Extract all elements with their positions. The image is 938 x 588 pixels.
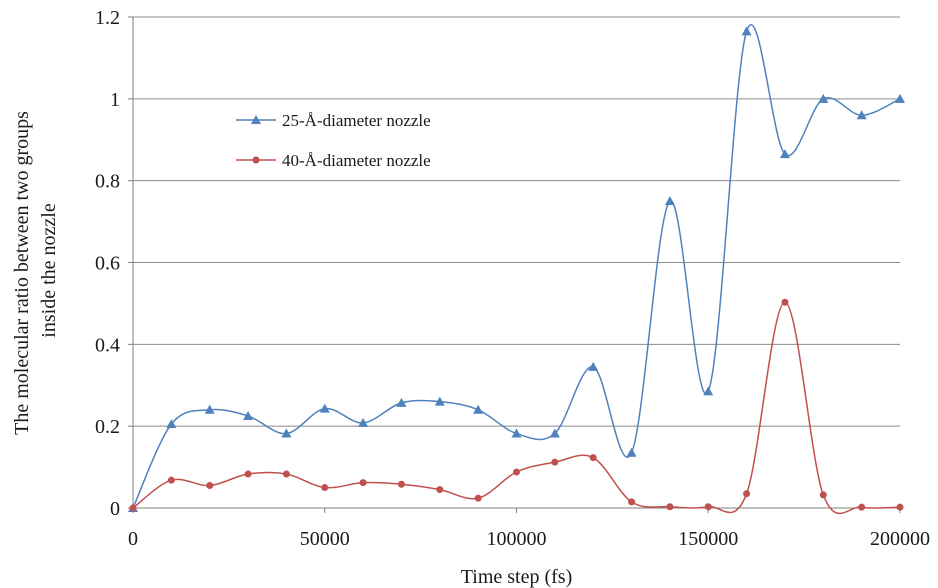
series-40A-point <box>206 481 214 489</box>
x-tick-label: 0 <box>128 528 138 550</box>
series-25A-point <box>856 110 867 120</box>
x-tick-label: 100000 <box>487 528 547 550</box>
axis-ticks: 0 0.2 0.4 0.6 0.8 1 1.2 0 50000 100000 150000 20000… <box>95 7 930 550</box>
series-40A-point <box>858 503 866 511</box>
y-tick-label: 0 <box>110 498 120 520</box>
y-tick-label: 0.6 <box>95 253 120 275</box>
series-40A-point <box>896 503 904 511</box>
series-40A-point <box>397 480 405 488</box>
series-25A-point <box>511 428 522 438</box>
series-40A-point <box>819 491 827 499</box>
series-25A-point <box>588 361 599 371</box>
x-axis-label: Time step (fs) <box>461 566 572 588</box>
series-25A-point <box>281 428 292 438</box>
series-40A-point <box>436 486 444 494</box>
series-40A-point <box>513 468 520 476</box>
series-25A-point <box>626 447 637 457</box>
y-axis-label: The molecular ratio between two groups i… <box>11 106 60 435</box>
legend-item-40A-marker <box>252 156 260 164</box>
series-25A-point <box>818 93 829 103</box>
series-25A-point <box>434 396 445 406</box>
series-40A-point <box>244 470 252 478</box>
series-25A-point <box>741 26 752 36</box>
series-25A-point <box>703 386 714 396</box>
legend: 25-Å-diameter nozzle 40-Å-diameter nozzle <box>236 111 431 170</box>
series-25A-point <box>779 149 790 159</box>
y-tick-label: 0.2 <box>95 416 120 438</box>
series-25A-point <box>166 419 177 429</box>
series-40A-point <box>167 476 175 484</box>
legend-item-25A: 25-Å-diameter nozzle <box>236 111 431 130</box>
y-axis-label-line-1: The molecular ratio between two groups <box>11 111 33 435</box>
series-25A-point <box>396 397 407 407</box>
series-40A-point <box>743 490 751 498</box>
series-40A-group <box>129 298 904 515</box>
series-40A-point <box>628 498 636 506</box>
series-25A-group <box>128 24 905 512</box>
series-40A-point <box>474 494 482 502</box>
series-40A-point <box>551 458 559 466</box>
series-25A-point <box>319 403 330 413</box>
series-40A-point <box>359 479 367 487</box>
series-40A-point <box>589 454 597 462</box>
y-tick-label: 0.8 <box>95 171 120 193</box>
legend-item-40A-label: 40-Å-diameter nozzle <box>282 151 431 170</box>
gridlines <box>133 16 900 427</box>
series-40A-point <box>129 504 137 512</box>
series-40A-point <box>321 484 329 492</box>
legend-item-25A-marker <box>251 115 261 124</box>
series-25A-point <box>895 93 905 103</box>
series-25A-point <box>358 417 369 427</box>
legend-item-25A-label: 25-Å-diameter nozzle <box>282 111 431 130</box>
legend-item-40A: 40-Å-diameter nozzle <box>236 151 431 170</box>
y-tick-label: 1.2 <box>95 7 120 29</box>
series-25A-point <box>473 404 484 414</box>
series-25A-point <box>549 428 560 438</box>
y-tick-label: 1 <box>110 89 120 111</box>
series-40A-point <box>781 298 789 306</box>
y-axis-label-line-2: inside the nozzle <box>38 203 60 338</box>
x-tick-label: 150000 <box>678 528 738 550</box>
series-40A-point <box>282 470 290 478</box>
x-tick-label: 200000 <box>870 528 930 550</box>
x-tick-label: 50000 <box>300 528 350 550</box>
series-25A-point <box>664 196 675 206</box>
series-40A-point <box>666 503 674 511</box>
series-40A-point <box>704 503 712 511</box>
series-25A-point <box>243 410 254 420</box>
series-group <box>128 24 905 515</box>
series-40A-line <box>132 301 901 515</box>
series-25A-point <box>204 404 215 414</box>
y-tick-label: 0.4 <box>95 334 120 356</box>
